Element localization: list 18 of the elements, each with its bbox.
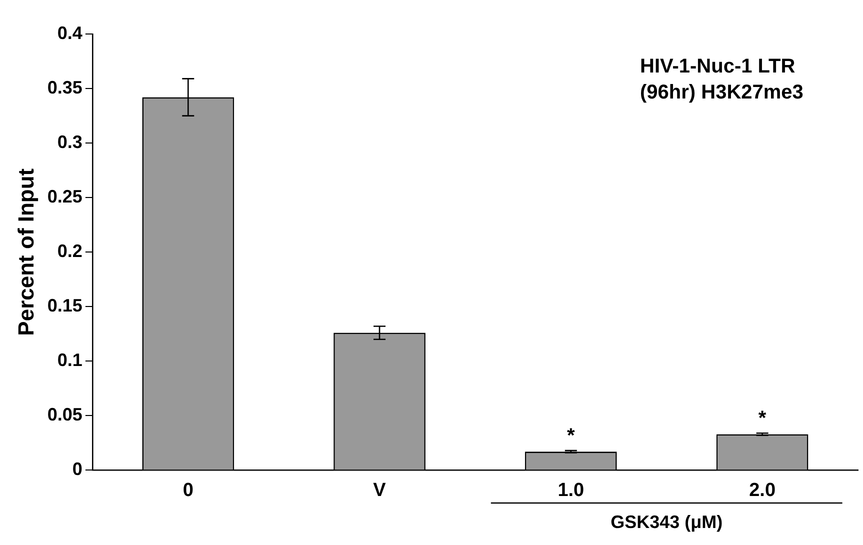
annotation: *	[758, 408, 766, 430]
x-tick-label: 2.0	[749, 480, 776, 501]
x-tick-label: V	[373, 480, 386, 501]
y-tick-label: 0.2	[57, 241, 82, 262]
x-axis-title: GSK343 (μM)	[610, 512, 723, 532]
y-tick-label: 0	[72, 459, 82, 480]
y-tick-label: 0.35	[47, 77, 82, 98]
annotation: *	[567, 425, 576, 448]
x-tick-label: 0	[182, 480, 194, 501]
text: HIV-1-Nuc-1 LTR (96hr) H3K27me3	[640, 56, 804, 104]
x-tick-label: 1.0	[558, 480, 584, 501]
y-tick-label: 0.4	[57, 22, 82, 43]
y-tick-label: 0.15	[47, 296, 82, 316]
y-tick-label: 0.3	[57, 132, 82, 152]
y-axis-title: Percent of Input	[13, 168, 38, 336]
y-tick-label: 0.1	[57, 350, 82, 370]
y-tick-label: 0.05	[47, 404, 82, 425]
y-tick-label: 0.25	[47, 186, 82, 207]
